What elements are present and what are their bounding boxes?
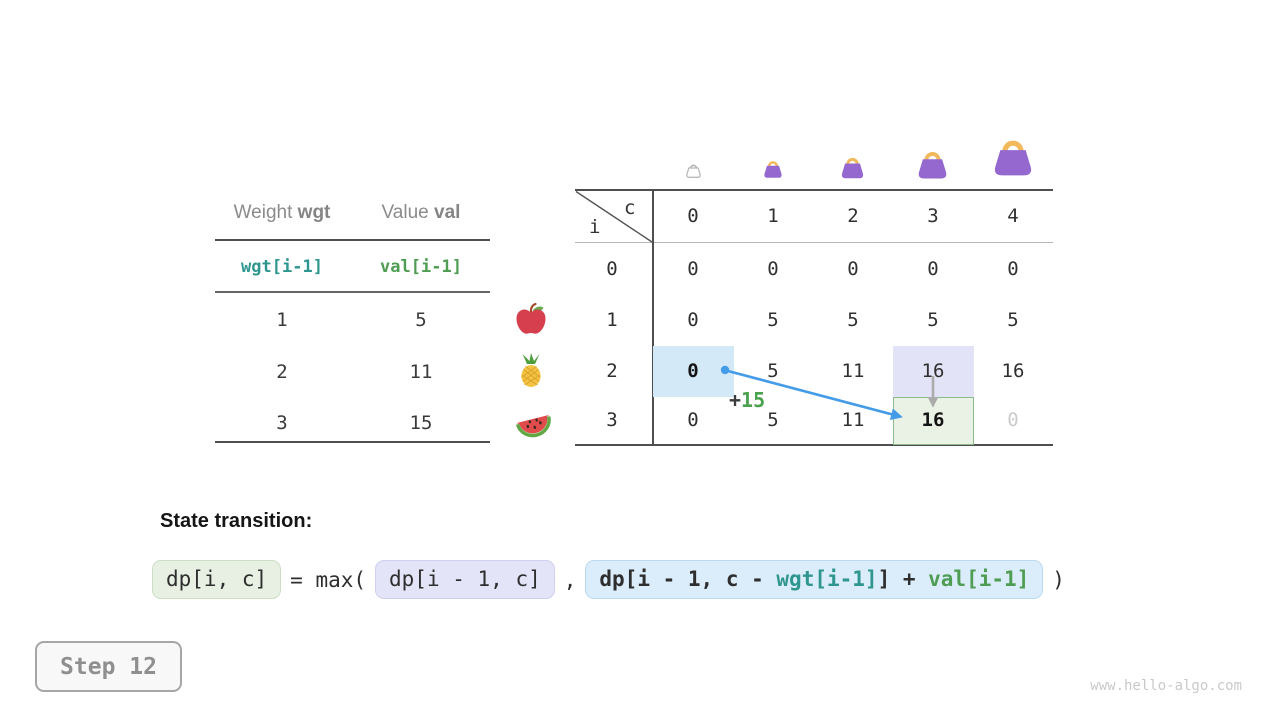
formula-close-paren: ) <box>1052 567 1065 592</box>
dp-cell: 0 <box>767 258 779 280</box>
dp-row-header: 3 <box>606 409 618 431</box>
header-diagonal-line <box>575 190 653 243</box>
dp-cell: 0 <box>687 409 699 431</box>
dp-cell: 5 <box>927 309 939 331</box>
bag-capacity-0-icon <box>685 162 702 184</box>
dp-table-bottom-rule <box>575 444 1053 446</box>
formula-equals-max: = max( <box>290 567 367 592</box>
watermelon-icon <box>513 404 553 438</box>
state-transition-formula: dp[i, c] = max( dp[i - 1, c] , dp[i - 1,… <box>152 560 1065 600</box>
dp-row-header: 0 <box>606 258 618 280</box>
item-value: 5 <box>415 309 427 331</box>
dp-cell: 0 <box>1007 258 1019 280</box>
dp-col-header: 1 <box>767 205 779 227</box>
dp-row-header: 1 <box>606 309 618 331</box>
gain-value: 15 <box>741 388 766 412</box>
dp-cell: 0 <box>847 258 859 280</box>
item-value: 15 <box>409 412 433 434</box>
dp-cell-source: 0 <box>687 360 699 382</box>
dp-cell: 5 <box>847 309 859 331</box>
bag-capacity-1-icon <box>762 158 784 185</box>
formula-keep-term: dp[i - 1, c] <box>375 560 555 600</box>
dp-cell-current: 16 <box>921 409 945 431</box>
plus-sign: + <box>729 388 742 412</box>
dp-table-header-rule <box>575 242 1053 243</box>
pineapple-icon <box>513 352 549 387</box>
items-table-mid-rule <box>215 291 490 293</box>
dp-corner-col-label: c <box>624 197 636 219</box>
dp-col-header: 4 <box>1007 205 1019 227</box>
dp-cell: 0 <box>687 258 699 280</box>
dp-cell: 16 <box>921 360 945 382</box>
state-transition-heading: State transition: <box>160 510 313 532</box>
step-badge: Step 12 <box>35 641 182 692</box>
value-code-label: val <box>434 202 461 223</box>
site-url: www.hello-algo.com <box>1090 678 1242 694</box>
bag-capacity-3-icon <box>915 147 950 187</box>
dp-col-header: 0 <box>687 205 699 227</box>
highlight-source-cell <box>653 346 734 397</box>
items-table-top-rule <box>215 239 490 241</box>
dp-corner-row-label: i <box>589 216 601 238</box>
formula-result-term: dp[i, c] <box>152 560 282 600</box>
dp-cell-pending: 0 <box>1007 409 1019 431</box>
bag-capacity-2-icon <box>839 154 866 186</box>
formula-val-term: val[i-1] <box>928 567 1030 591</box>
value-column-header: Value val <box>381 202 461 223</box>
item-weight: 1 <box>276 309 288 331</box>
value-gain-annotation: +15 <box>729 388 765 412</box>
item-weight: 3 <box>276 412 288 434</box>
dp-row-header: 2 <box>606 360 618 382</box>
formula-comma: , <box>563 567 577 592</box>
weight-column-header: Weight wgt <box>233 202 331 223</box>
item-weight: 2 <box>276 361 288 383</box>
items-table-bottom-rule <box>215 441 490 443</box>
wgt-array-code: wgt[i-1] <box>241 257 323 277</box>
formula-wgt-term: wgt[i-1] <box>776 567 878 591</box>
formula-take-term: dp[i - 1, c - wgt[i-1]] + val[i-1] <box>585 560 1044 600</box>
dp-cell: 5 <box>1007 309 1019 331</box>
dp-cell: 0 <box>927 258 939 280</box>
dp-cell: 5 <box>767 409 779 431</box>
item-value: 11 <box>409 361 433 383</box>
dp-col-header: 3 <box>927 205 939 227</box>
dp-table-top-rule <box>575 189 1053 191</box>
apple-icon <box>513 302 549 336</box>
dp-cell: 16 <box>1001 360 1025 382</box>
dp-cell: 11 <box>841 409 865 431</box>
val-array-code: val[i-1] <box>380 257 462 277</box>
dp-cell: 0 <box>687 309 699 331</box>
dp-table-vertical-rule <box>652 189 654 446</box>
dp-col-header: 2 <box>847 205 859 227</box>
weight-code-label: wgt <box>297 202 331 223</box>
bag-capacity-4-icon <box>990 134 1036 185</box>
dp-cell: 5 <box>767 309 779 331</box>
dp-cell: 11 <box>841 360 865 382</box>
